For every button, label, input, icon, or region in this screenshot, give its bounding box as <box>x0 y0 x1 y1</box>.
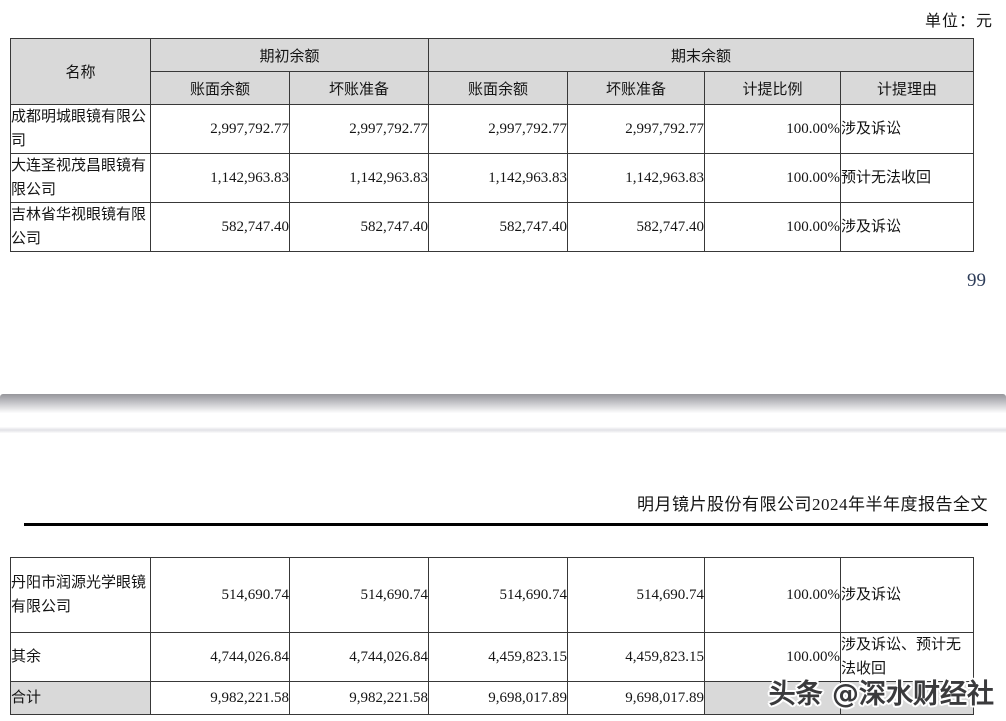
provision-ratio-cell: 100.00% <box>704 153 842 203</box>
end-provision-cell: 2,997,792.77 <box>567 104 706 154</box>
provision-reason-cell: 涉及诉讼 <box>840 104 975 154</box>
end-provision-cell: 1,142,963.83 <box>567 153 706 203</box>
company-name-cell: 其余 <box>10 632 151 682</box>
header-provision-reason: 计提理由 <box>840 71 975 105</box>
company-name-cell: 吉林省华视眼镜有限公司 <box>10 202 151 252</box>
header-begin-book-balance: 账面余额 <box>150 71 290 105</box>
end-book-balance-cell: 2,997,792.77 <box>428 104 569 154</box>
report-title: 明月镜片股份有限公司2024年半年度报告全文 <box>637 495 988 514</box>
begin-book-balance-cell: 514,690.74 <box>150 557 290 633</box>
provision-ratio-cell <box>704 681 841 715</box>
provision-reason-cell: 涉及诉讼、预计无法收回 <box>840 632 974 682</box>
header-begin-bad-debt-provision: 坏账准备 <box>288 71 430 105</box>
end-provision-cell: 4,459,823.15 <box>567 632 705 682</box>
begin-book-balance-cell: 2,997,792.77 <box>150 104 290 154</box>
header-ending-balance: 期末余额 <box>428 38 975 72</box>
end-provision-cell: 582,747.40 <box>567 202 706 252</box>
begin-book-balance-cell: 582,747.40 <box>150 202 290 252</box>
provision-ratio-cell: 100.00% <box>704 557 841 633</box>
header-end-book-balance: 账面余额 <box>428 71 569 105</box>
provision-reason-cell: 预计无法收回 <box>840 153 975 203</box>
page-break-shadow <box>0 394 1006 415</box>
provision-ratio-cell: 100.00% <box>704 202 842 252</box>
end-provision-cell: 514,690.74 <box>567 557 705 633</box>
company-name-cell: 丹阳市润源光学眼镜有限公司 <box>10 557 151 633</box>
bad-debt-table-page2: 丹阳市润源光学眼镜有限公司 514,690.74 514,690.74 514,… <box>10 557 974 715</box>
begin-provision-cell: 9,982,221.58 <box>289 681 429 715</box>
unit-label: 单位：元 <box>924 13 993 30</box>
title-divider <box>24 523 988 526</box>
end-book-balance-cell: 4,459,823.15 <box>428 632 568 682</box>
header-beginning-balance: 期初余额 <box>149 38 430 72</box>
header-name: 名称 <box>10 38 151 105</box>
page-number: 99 <box>967 270 986 291</box>
provision-ratio-cell: 100.00% <box>704 104 842 154</box>
begin-provision-cell: 514,690.74 <box>289 557 429 633</box>
end-book-balance-cell: 514,690.74 <box>428 557 568 633</box>
table-row: 吉林省华视眼镜有限公司 582,747.40 582,747.40 582,74… <box>10 202 975 252</box>
company-name-cell: 成都明城眼镜有限公司 <box>10 104 151 154</box>
provision-reason-cell <box>840 681 974 715</box>
watermark: 头条 @深水财经社 <box>768 679 994 710</box>
begin-book-balance-cell: 4,744,026.84 <box>150 632 290 682</box>
header-end-bad-debt-provision: 坏账准备 <box>567 71 706 105</box>
end-provision-cell: 9,698,017.89 <box>567 681 705 715</box>
header-provision-ratio: 计提比例 <box>704 71 842 105</box>
page-break-shadow-secondary <box>0 427 1006 433</box>
total-label-cell: 合计 <box>10 681 151 715</box>
provision-reason-cell: 涉及诉讼 <box>840 557 974 633</box>
begin-provision-cell: 582,747.40 <box>288 202 430 252</box>
provision-reason-cell: 涉及诉讼 <box>840 202 975 252</box>
table-row: 丹阳市润源光学眼镜有限公司 514,690.74 514,690.74 514,… <box>10 557 974 633</box>
begin-book-balance-cell: 9,982,221.58 <box>150 681 290 715</box>
begin-provision-cell: 1,142,963.83 <box>288 153 430 203</box>
begin-provision-cell: 4,744,026.84 <box>289 632 429 682</box>
total-row: 合计 9,982,221.58 9,982,221.58 9,698,017.8… <box>10 681 974 715</box>
end-book-balance-cell: 1,142,963.83 <box>428 153 569 203</box>
begin-book-balance-cell: 1,142,963.83 <box>150 153 290 203</box>
end-book-balance-cell: 582,747.40 <box>428 202 569 252</box>
table-row: 大连圣视茂昌眼镜有限公司 1,142,963.83 1,142,963.83 1… <box>10 153 975 203</box>
table-row: 成都明城眼镜有限公司 2,997,792.77 2,997,792.77 2,9… <box>10 104 975 154</box>
bad-debt-table-page1: 名称 期初余额 期末余额 账面余额 坏账准备 账面余额 坏账准备 计提比例 计提… <box>10 38 975 252</box>
end-book-balance-cell: 9,698,017.89 <box>428 681 568 715</box>
begin-provision-cell: 2,997,792.77 <box>288 104 430 154</box>
company-name-cell: 大连圣视茂昌眼镜有限公司 <box>10 153 151 203</box>
